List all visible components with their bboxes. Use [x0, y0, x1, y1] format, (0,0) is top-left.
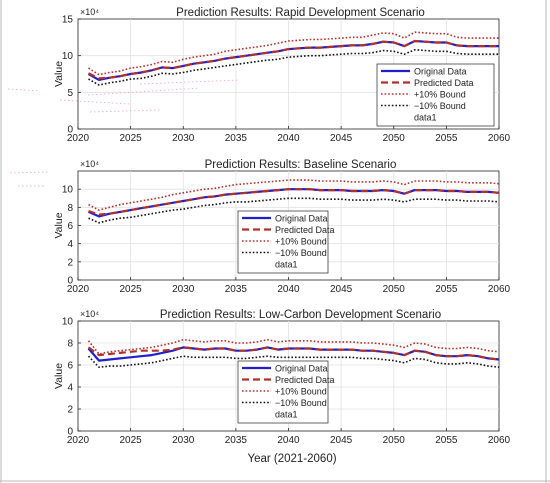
legend-entry: +10% Bound: [275, 237, 327, 247]
legend-entry: data1: [414, 113, 437, 123]
ghost-trace: [139, 79, 241, 85]
x-tick-label: 2050: [383, 133, 406, 144]
y-tick-label: 2: [67, 257, 73, 268]
legend-entry: data1: [275, 410, 298, 420]
x-tick-label: 2055: [435, 435, 458, 446]
x-tick-label: 2060: [488, 435, 511, 446]
chart-title: Prediction Results: Low-Carbon Developme…: [160, 309, 441, 321]
legend-box: [237, 210, 329, 274]
y-tick-label: 6: [67, 361, 73, 372]
ghost-trace: [87, 87, 201, 96]
x-tick-label: 2030: [172, 133, 195, 144]
y-tick-label: 2: [67, 405, 73, 416]
y-tick-label: 4: [67, 383, 73, 394]
series-line-10-bound: [88, 179, 500, 211]
x-tick-label: 2040: [277, 435, 300, 446]
y-tick-label: 15: [62, 15, 74, 26]
y-axis-title: Value: [53, 212, 65, 238]
x-tick-label: 2035: [225, 133, 248, 144]
legend-entry: Original Data: [275, 364, 328, 374]
y-tick-label: 0: [67, 276, 73, 287]
legend-box: [237, 360, 329, 424]
x-tick-label: 2055: [435, 133, 458, 144]
y-tick-label: 6: [67, 221, 73, 232]
x-tick-label: 2045: [330, 435, 353, 446]
subplot-2: 2020 2025 2030 2035 2040 2045 2050 2055 2060 0 2 4 6…: [53, 159, 511, 295]
x-tick-label: 2030: [172, 435, 195, 446]
x-tick-label: 2060: [488, 133, 511, 144]
legend-entry: −10% Bound: [414, 101, 466, 111]
subplot-3: 2020 2025 2030 2035 2040 2045 2050 2055 2060 0 2 4 6…: [53, 309, 511, 446]
series-line-10-bound: [87, 355, 500, 369]
x-tick-label: 2020: [67, 284, 90, 295]
legend-entry: −10% Bound: [275, 248, 327, 258]
series-line-predicted-data: [88, 188, 500, 216]
x-tick-label: 2040: [277, 133, 300, 144]
x-tick-label: 2060: [488, 284, 511, 295]
legend-entry: +10% Bound: [414, 90, 466, 100]
y-exponent-label: ×10⁴: [80, 7, 99, 17]
legend-entry: Predicted Data: [275, 375, 335, 385]
x-tick-label: 2025: [120, 284, 143, 295]
y-tick-label: 8: [67, 339, 73, 350]
y-exponent-label: ×10⁴: [80, 159, 99, 169]
series-line-predicted-data: [87, 346, 500, 361]
chart-title: Prediction Results: Baseline Scenario: [205, 159, 397, 171]
series-line-10-bound: [88, 31, 499, 76]
x-tick-label: 2045: [330, 133, 353, 144]
x-tick-label: 2040: [277, 284, 300, 295]
legend-entry: Original Data: [414, 67, 467, 77]
x-tick-label: 2055: [435, 284, 458, 295]
series-line-predicted-data: [88, 39, 499, 80]
x-tick-label: 2050: [383, 435, 406, 446]
chart-title: Prediction Results: Rapid Development Sc…: [176, 7, 425, 19]
ghost-trace: [7, 88, 41, 92]
subplot-stack: 2020 2025 2030 2035 2040 2045 2050 2055 20600510…: [7, 7, 511, 446]
x-tick-label: 2035: [225, 435, 248, 446]
legend-entry: −10% Bound: [275, 398, 327, 408]
y-axis-title: Value: [53, 61, 65, 87]
x-tick-label: 2030: [172, 284, 195, 295]
subplot-1: 2020 2025 2030 2035 2040 2045 2050 2055 2060 0 5 10…: [53, 7, 511, 144]
y-tick-label: 8: [67, 203, 73, 214]
legend-entry: Predicted Data: [275, 225, 335, 235]
y-tick-label: 4: [67, 239, 73, 250]
x-tick-label: 2045: [330, 284, 353, 295]
legend-entry: Predicted Data: [414, 78, 474, 88]
x-tick-label: 2035: [225, 284, 248, 295]
y-tick-label: 10: [62, 51, 74, 62]
y-tick-label: 0: [67, 427, 73, 438]
y-axis-title: Value: [53, 363, 65, 389]
x-tick-label: 2050: [383, 284, 406, 295]
y-exponent-label: ×10⁴: [80, 309, 99, 319]
y-tick-label: 5: [67, 88, 73, 99]
y-tick-label: 10: [62, 185, 74, 196]
y-tick-label: 0: [67, 125, 73, 136]
legend-entry: data1: [275, 260, 298, 270]
x-tick-label: 2020: [67, 133, 90, 144]
x-tick-label: 2025: [120, 133, 143, 144]
legend-box: [376, 63, 495, 127]
series-line-10-bound: [87, 338, 500, 355]
x-tick-label: 2025: [120, 435, 143, 446]
y-tick-label: 10: [62, 317, 74, 328]
x-axis-title: Year (2021-2060): [247, 453, 336, 465]
legend-entry: Original Data: [275, 214, 328, 224]
series-line-10-bound: [88, 48, 499, 86]
legend-entry: +10% Bound: [275, 387, 327, 397]
x-tick-label: 2020: [67, 435, 90, 446]
